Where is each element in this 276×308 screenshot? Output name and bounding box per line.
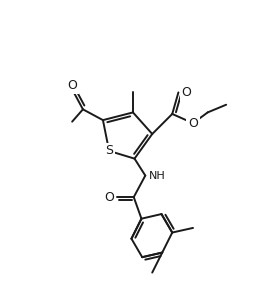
Text: O: O	[188, 117, 198, 130]
Text: O: O	[104, 191, 114, 204]
Text: O: O	[67, 79, 77, 92]
Text: NH: NH	[148, 171, 165, 180]
Text: S: S	[105, 144, 113, 157]
Text: O: O	[182, 86, 191, 99]
